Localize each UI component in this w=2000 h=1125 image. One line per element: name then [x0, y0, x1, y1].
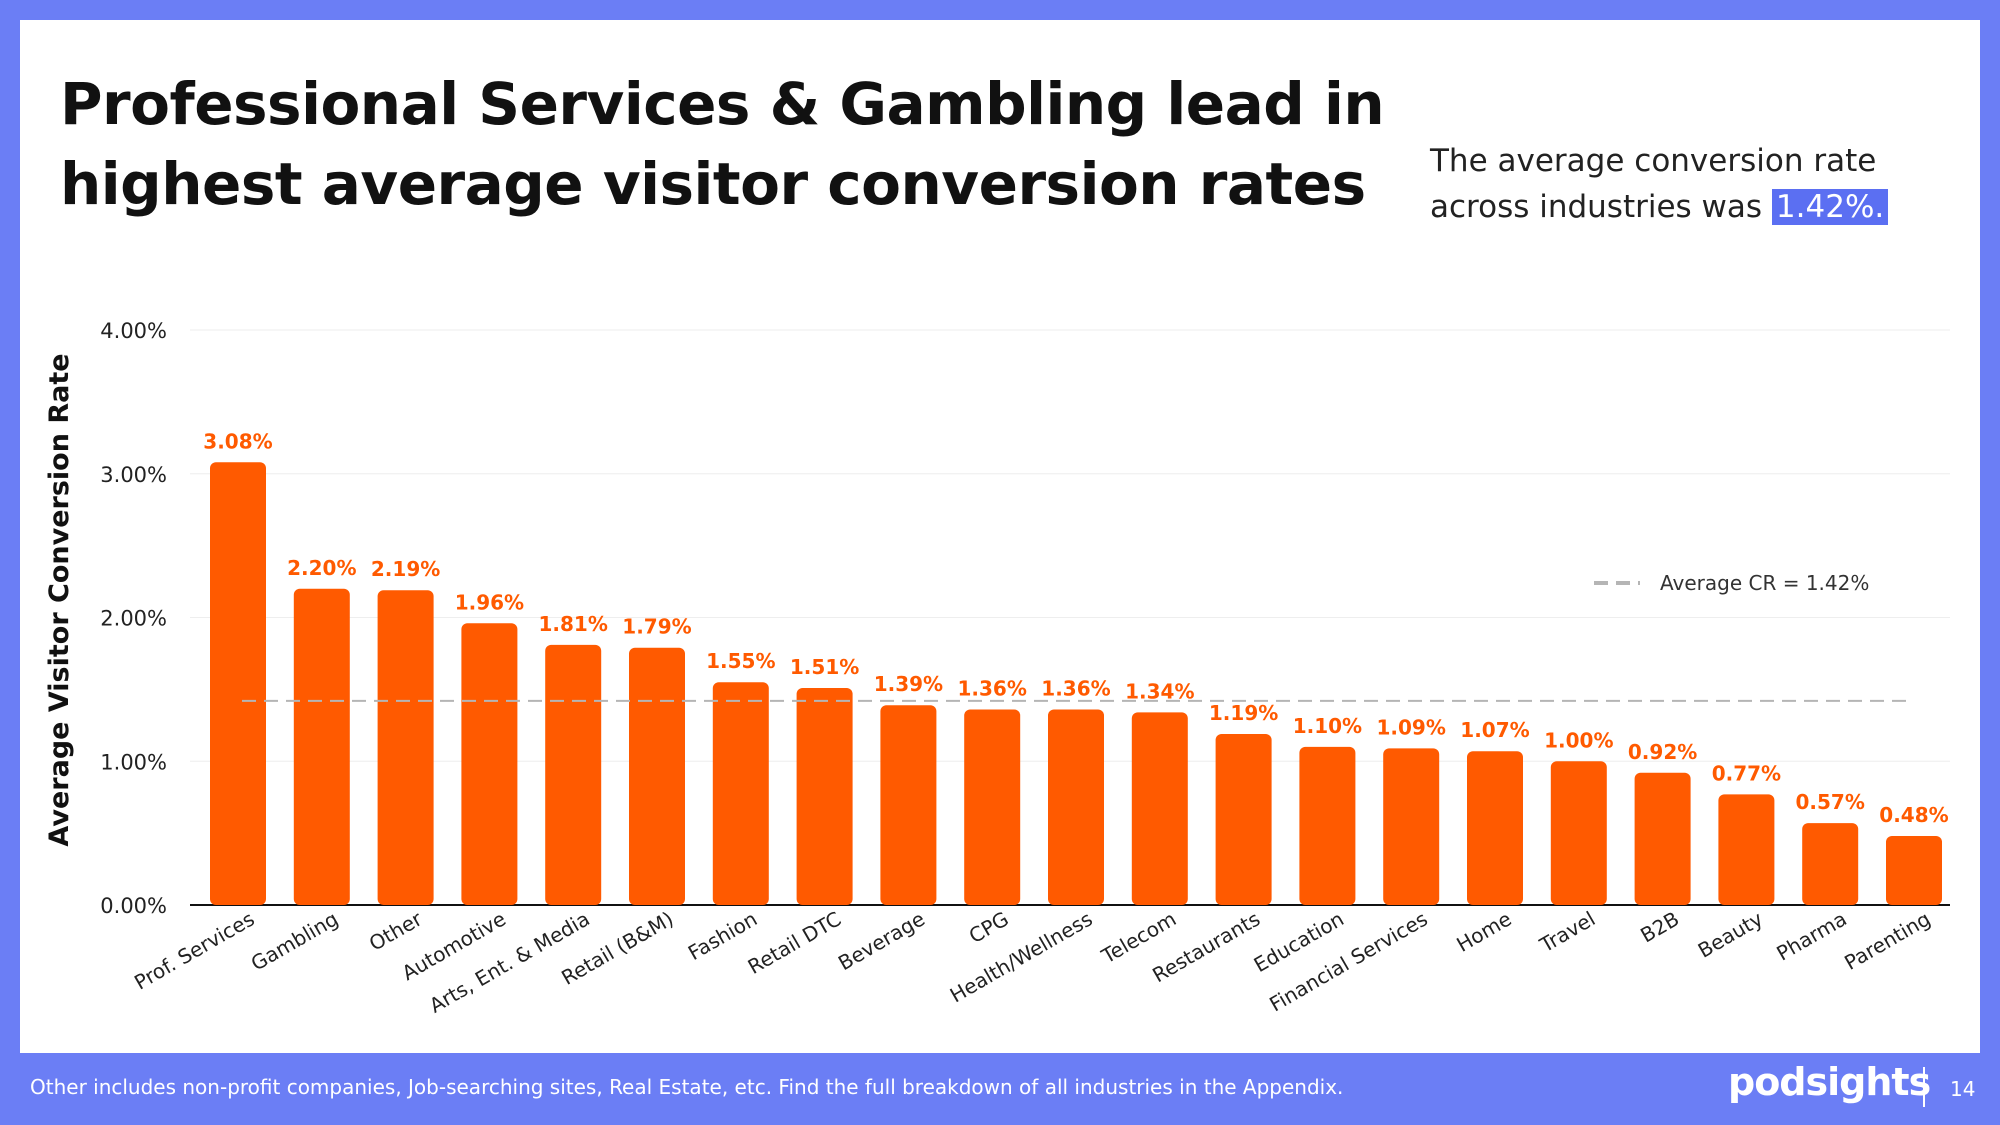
- bar: [1048, 709, 1104, 905]
- data-label: 1.10%: [1293, 714, 1362, 738]
- bar: [964, 709, 1021, 905]
- data-label: 0.92%: [1628, 740, 1697, 764]
- callout-value: 1.42%.: [1771, 189, 1889, 225]
- data-label: 0.77%: [1712, 761, 1781, 785]
- bar: [1634, 772, 1691, 905]
- page-number: 14: [1950, 1077, 1976, 1101]
- bar: [1215, 733, 1272, 905]
- bar-chart: 0.00% 1.00% 2.00% 3.00% 4.00% Average Visito…: [44, 319, 1950, 1018]
- y-tick-label: 2.00%: [100, 607, 167, 631]
- bar: [461, 623, 518, 905]
- x-tick-label: Beauty: [1694, 906, 1767, 962]
- callout-text: The average conversion rate across indus…: [1430, 143, 1877, 225]
- bar: [1299, 746, 1356, 905]
- data-label: 1.07%: [1460, 718, 1529, 742]
- data-label: 0.57%: [1796, 790, 1865, 814]
- x-tick-label: B2B: [1636, 907, 1683, 948]
- bar: [1718, 794, 1775, 905]
- bar: [1550, 761, 1607, 905]
- footer-note: Other includes non-profit companies, Job…: [30, 1075, 1344, 1099]
- page-title: Professional Services & Gambling lead in…: [60, 70, 1385, 218]
- data-labels: 3.08% 2.20% 2.19% 1.96% 1.81% 1.79% 1.55% 1.51%…: [203, 429, 1948, 827]
- x-tick-label: Travel: [1535, 907, 1599, 958]
- y-axis-label: Average Visitor Conversion Rate: [44, 353, 75, 846]
- data-label: 1.19%: [1209, 701, 1278, 725]
- data-label: 2.19%: [371, 557, 440, 581]
- bar: [712, 682, 769, 905]
- bar: [1383, 748, 1440, 905]
- average-callout: The average conversion rate across indus…: [1430, 138, 1950, 230]
- data-label: 1.36%: [958, 677, 1027, 701]
- data-label: 1.34%: [1125, 679, 1194, 703]
- legend-label: Average CR = 1.42%: [1660, 571, 1869, 595]
- x-tick-label: Pharma: [1772, 907, 1850, 966]
- y-tick-label: 0.00%: [100, 894, 167, 918]
- x-tick-label: Other: [365, 906, 427, 956]
- legend: Average CR = 1.42%: [1594, 571, 1869, 595]
- data-label: 1.79%: [622, 615, 691, 639]
- data-label: 3.08%: [203, 429, 272, 453]
- bar: [796, 687, 853, 905]
- bar: [880, 705, 937, 905]
- bar: [210, 462, 266, 905]
- x-tick-label: Retail DTC: [744, 907, 845, 979]
- data-label: 1.39%: [874, 672, 943, 696]
- data-label: 1.81%: [539, 612, 608, 636]
- bar: [293, 588, 350, 905]
- data-label: 1.36%: [1041, 677, 1110, 701]
- data-label: 1.51%: [790, 655, 859, 679]
- data-label: 1.09%: [1377, 715, 1446, 739]
- x-tick-label: Prof. Services: [130, 907, 258, 995]
- y-tick-label: 4.00%: [100, 319, 167, 343]
- x-tick-label: Parenting: [1840, 907, 1934, 975]
- footer-divider: [1923, 1067, 1925, 1107]
- bar: [1467, 751, 1523, 905]
- bar: [1131, 712, 1188, 905]
- x-tick-label: Health/Wellness: [946, 907, 1097, 1008]
- data-label: 0.48%: [1879, 803, 1948, 827]
- bars: [210, 462, 1942, 905]
- x-tick-label: Gambling: [247, 907, 343, 976]
- bar: [1886, 836, 1942, 905]
- podsights-logo: podsights: [1728, 1060, 1931, 1104]
- y-tick-label: 3.00%: [100, 463, 167, 487]
- bar: [1802, 823, 1859, 905]
- y-axis-ticks: 0.00% 1.00% 2.00% 3.00% 4.00%: [100, 319, 167, 918]
- x-tick-label: CPG: [965, 907, 1013, 949]
- x-tick-label: Beverage: [834, 907, 929, 976]
- x-tick-label: Financial Services: [1265, 907, 1431, 1017]
- bar: [545, 644, 602, 905]
- data-label: 1.96%: [455, 590, 524, 614]
- data-label: 1.55%: [706, 649, 775, 673]
- y-tick-label: 1.00%: [100, 750, 167, 774]
- bar: [629, 647, 685, 905]
- bar: [377, 590, 434, 905]
- data-label: 2.20%: [287, 556, 356, 580]
- data-label: 1.00%: [1544, 728, 1613, 752]
- x-tick-label: Home: [1452, 907, 1515, 957]
